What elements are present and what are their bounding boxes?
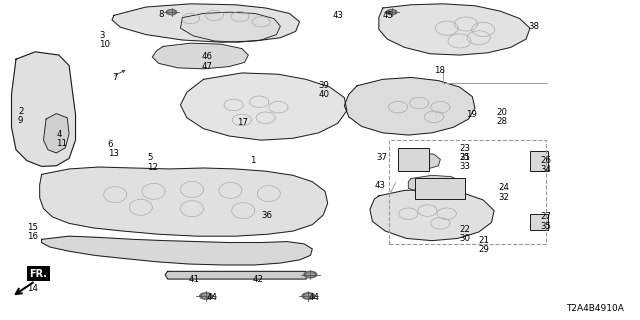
- Text: 22
30: 22 30: [460, 225, 470, 244]
- Text: 3
10: 3 10: [99, 31, 110, 49]
- Text: 45: 45: [383, 12, 394, 20]
- Text: 44: 44: [206, 293, 217, 302]
- Text: 42: 42: [253, 276, 264, 284]
- Circle shape: [389, 11, 394, 13]
- Polygon shape: [180, 12, 280, 42]
- Polygon shape: [40, 167, 328, 236]
- Polygon shape: [344, 77, 475, 135]
- Circle shape: [304, 271, 317, 278]
- Circle shape: [166, 10, 177, 15]
- Polygon shape: [152, 43, 248, 69]
- Text: 8: 8: [159, 10, 164, 19]
- Text: 25: 25: [460, 153, 470, 162]
- Text: 6
13: 6 13: [108, 140, 118, 158]
- Text: 39
40: 39 40: [319, 81, 330, 100]
- Text: 1: 1: [250, 156, 255, 165]
- Text: 46
47: 46 47: [202, 52, 212, 71]
- Circle shape: [169, 11, 174, 13]
- Text: 21
29: 21 29: [479, 236, 490, 254]
- Circle shape: [387, 10, 397, 15]
- Circle shape: [302, 293, 315, 299]
- Polygon shape: [42, 236, 312, 265]
- Text: 43: 43: [333, 12, 344, 20]
- Text: 23
31
33: 23 31 33: [460, 144, 470, 171]
- Text: 38: 38: [528, 22, 539, 31]
- Text: 43: 43: [374, 181, 385, 190]
- Polygon shape: [406, 153, 440, 169]
- Text: 14: 14: [27, 284, 38, 293]
- Text: 5
12: 5 12: [147, 153, 158, 172]
- Bar: [398, 148, 429, 171]
- Polygon shape: [370, 189, 494, 241]
- Polygon shape: [112, 4, 300, 42]
- Bar: [389, 140, 546, 244]
- Text: 4
11: 4 11: [56, 130, 67, 148]
- Text: 44: 44: [308, 293, 319, 302]
- Text: 18: 18: [434, 66, 445, 75]
- Circle shape: [202, 294, 210, 298]
- Text: 37: 37: [376, 153, 387, 162]
- Polygon shape: [408, 175, 462, 195]
- Text: 26
34: 26 34: [541, 156, 552, 174]
- Bar: [530, 214, 548, 230]
- Text: 2
9: 2 9: [18, 107, 24, 125]
- Polygon shape: [44, 114, 69, 153]
- Text: 20
28: 20 28: [496, 108, 507, 126]
- Circle shape: [307, 273, 314, 276]
- Polygon shape: [379, 4, 530, 55]
- Polygon shape: [165, 271, 308, 279]
- Text: 24
32: 24 32: [498, 183, 509, 202]
- Circle shape: [305, 294, 312, 298]
- Bar: [530, 151, 548, 171]
- Polygon shape: [12, 52, 76, 166]
- Text: 19: 19: [466, 110, 477, 119]
- Text: 7: 7: [112, 73, 118, 82]
- Text: 41: 41: [189, 276, 200, 284]
- Bar: [415, 178, 465, 199]
- Polygon shape: [180, 73, 347, 140]
- Text: 36: 36: [261, 212, 272, 220]
- Text: FR.: FR.: [29, 269, 47, 279]
- Circle shape: [200, 293, 212, 299]
- Text: T2A4B4910A: T2A4B4910A: [566, 304, 624, 313]
- Text: 17: 17: [237, 118, 248, 127]
- Text: 27
35: 27 35: [541, 212, 552, 231]
- Text: 15
16: 15 16: [27, 223, 38, 241]
